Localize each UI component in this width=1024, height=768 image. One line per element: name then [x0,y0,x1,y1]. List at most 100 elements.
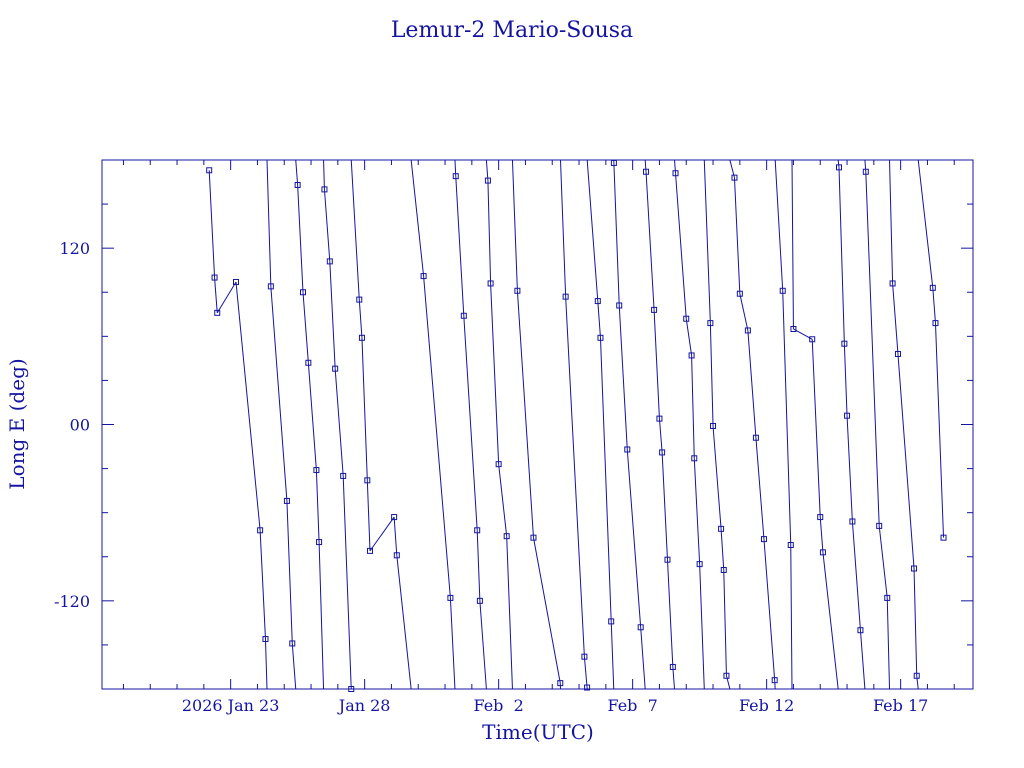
series-segment [934,323,945,538]
data-point [608,618,615,625]
x-tick-label: Feb 7 [607,696,657,715]
series-segment [846,415,853,522]
series-segment [610,621,615,689]
series-segment [693,458,701,565]
series-segment [463,315,478,531]
axis-tick-labels: 2026 Jan 23 Jan 28 Feb 2 Feb 7 Feb 12 Feb 17 1… [54,239,928,715]
series-segment [709,323,714,426]
series-segment [672,666,676,689]
series-segment [653,309,660,419]
data-point [233,278,239,285]
data-point [267,283,274,290]
series-lines [208,160,945,689]
data-point [289,640,296,647]
data-point [771,677,778,684]
data-point [283,497,290,504]
data-point [332,365,339,372]
series-segment [658,418,663,453]
data-point [447,594,454,601]
data-point [696,561,703,568]
data-point [348,686,355,692]
data-point [790,325,797,332]
data-point [651,306,658,313]
series-segment [723,569,727,676]
series-segment [208,170,216,278]
series-segment [843,343,848,416]
series-segment [266,160,272,287]
data-point [300,289,306,296]
series-segment [302,292,309,363]
data-point [358,334,365,341]
series-segment [295,160,299,186]
series-segment [560,160,567,297]
series-segment [644,160,647,172]
series-segment [782,290,792,546]
series-segment [583,656,588,688]
series-segment [291,643,297,689]
series-segment [739,293,749,331]
series-segment [342,475,352,689]
series-segment [892,283,899,355]
series-segment [423,276,451,598]
x-tick-label: Jan 28 [337,696,391,715]
series-segment [216,281,237,314]
data-point [514,287,521,294]
data-point [669,663,676,670]
series-segment [774,680,776,689]
x-tick-label: Feb 2 [473,696,523,715]
data-point [720,566,727,573]
data-point [688,352,695,359]
series-segment [361,337,368,481]
data-point [836,164,842,171]
series-segment [329,261,336,369]
series-segment [626,449,642,628]
series-segment [270,286,288,501]
series-segment [790,544,793,689]
data-point [262,636,269,643]
series-segment [666,559,674,667]
data-point [616,302,623,309]
data-point [460,312,467,319]
data-point [940,534,947,541]
data-point [849,518,856,525]
y-tick-label: 120 [59,239,90,258]
series-layer [206,159,947,692]
data-point [367,547,373,554]
data-point [557,680,564,687]
series-segment [476,530,481,601]
series-segment [358,299,363,338]
series-segment [865,171,880,526]
data-point [913,672,920,679]
data-point [610,159,617,166]
series-segment [490,283,500,465]
data-point [356,296,363,303]
data-point [932,320,939,327]
data-point [581,653,588,660]
x-tick-label: Feb 17 [873,696,928,715]
data-point [305,359,312,366]
data-point [884,594,891,601]
data-point [294,181,301,188]
series-segment [449,597,456,689]
data-point [487,280,494,287]
series-segment [661,452,668,560]
series-segment [235,281,261,531]
series-segment [699,564,705,689]
data-point [659,449,666,456]
series-segment [864,160,867,172]
series-segment [774,160,784,291]
series-segment [498,464,508,537]
data-point [707,320,714,327]
data-point [452,173,459,180]
series-segment [674,160,677,174]
series-segment [747,330,757,438]
series-segment [811,339,821,518]
data-point [876,522,883,529]
data-point [476,597,483,604]
series-segment [712,425,722,529]
data-point [326,258,333,265]
x-tick-label: 2026 Jan 23 [182,696,280,715]
series-segment [393,517,398,556]
series-segment [479,600,487,689]
